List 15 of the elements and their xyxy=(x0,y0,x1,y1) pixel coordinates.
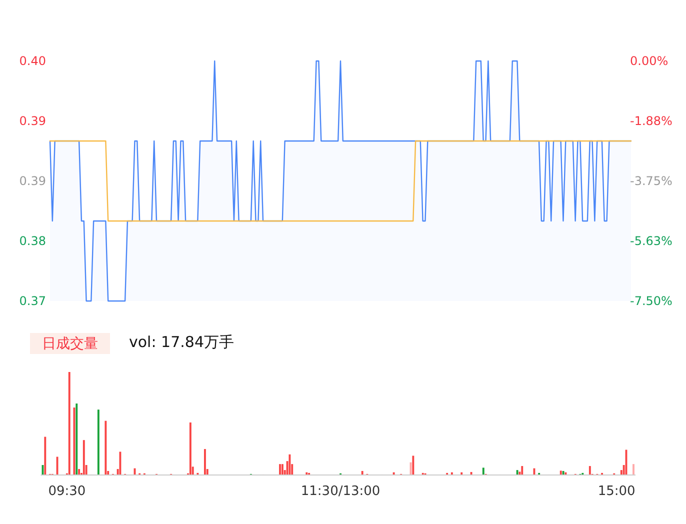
y2-tick-label: -1.88% xyxy=(630,114,672,128)
y-tick-label: 0.40 xyxy=(19,54,46,68)
x-tick-label: 09:30 xyxy=(48,484,86,499)
y2-tick-label: -7.50% xyxy=(630,294,672,308)
y2-tick-label: -3.75% xyxy=(630,174,672,188)
x-tick-label: 11:30/13:00 xyxy=(300,484,380,499)
chart-title: 日成交量 xyxy=(42,336,98,352)
y2-tick-label: -5.63% xyxy=(630,234,672,248)
text: vol: 17.84万手 xyxy=(129,333,234,351)
y-tick-label: 0.39 xyxy=(19,174,46,188)
y-tick-label: 0.39 xyxy=(19,114,46,128)
y2-tick-label: 0.00% xyxy=(630,54,668,68)
y-tick-label: 0.37 xyxy=(19,294,46,308)
y-tick-label: 0.38 xyxy=(19,234,46,248)
x-tick-label: 15:00 xyxy=(598,484,636,499)
